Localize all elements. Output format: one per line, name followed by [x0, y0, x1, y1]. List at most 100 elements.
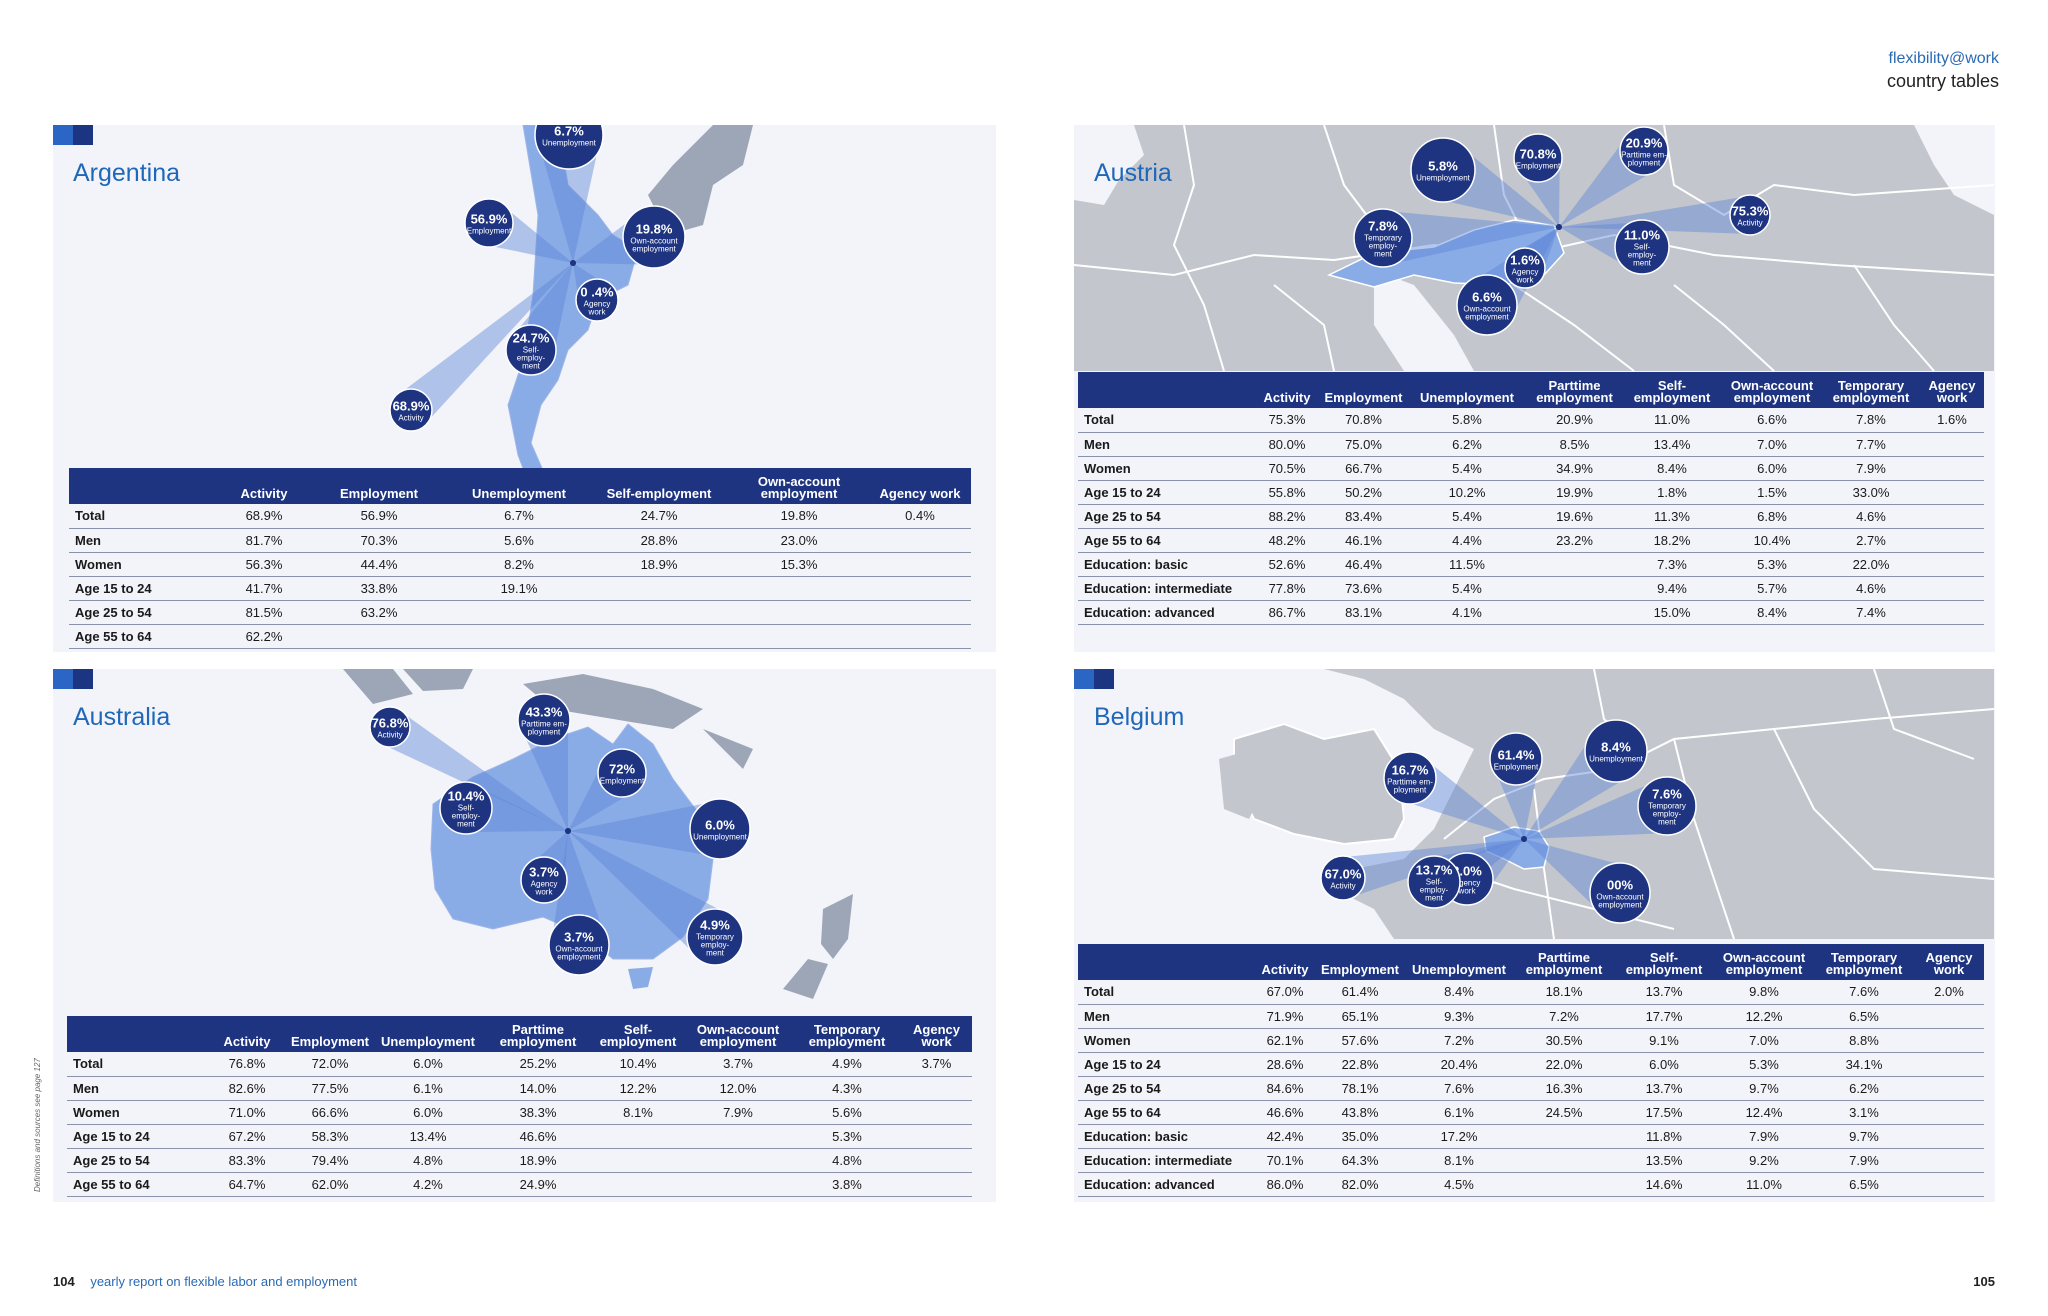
table-cell: 23.2%	[1527, 528, 1622, 553]
table-cell	[1527, 576, 1622, 601]
bubble-circle	[439, 781, 493, 835]
table-cell: 24.7%	[589, 504, 729, 529]
footer-title: yearly report on flexible labor and empl…	[90, 1274, 357, 1289]
table-row: Men 82.6% 77.5% 6.1% 14.0% 12.2% 12.0% 4.3%	[67, 1076, 972, 1101]
bubble-caption: ment	[706, 949, 725, 958]
table-row: Total 75.3% 70.8% 5.8% 20.9% 11.0% 6.6% 7.8% 1.6…	[1078, 408, 1984, 433]
table-row: Age 15 to 24 41.7% 33.8% 19.1%	[69, 576, 971, 601]
table-cell	[683, 1172, 793, 1197]
table-cell	[1914, 1148, 1984, 1173]
table-cell: 86.7%	[1254, 600, 1320, 625]
stat-bubble: 16.7%Parttime em-ployment	[1383, 751, 1437, 805]
table-cell	[869, 528, 971, 553]
column-header: Self-employment	[1622, 372, 1722, 408]
table-cell: 11.0%	[1622, 408, 1722, 433]
table-cell: 3.8%	[793, 1172, 901, 1197]
bubble-value: 19.8%	[636, 222, 673, 237]
table-cell: 65.1%	[1316, 1004, 1404, 1029]
table-cell: 5.4%	[1407, 456, 1527, 481]
bubble-caption: Parttime em-	[1387, 778, 1433, 787]
table-cell: 11.3%	[1622, 504, 1722, 529]
row-label: Age 55 to 64	[69, 624, 219, 649]
table-cell: 5.6%	[793, 1100, 901, 1125]
page-number-right: 105	[1973, 1274, 1995, 1289]
stat-bubble: 11.0%Self-employ-ment	[1614, 219, 1670, 275]
land-shape	[507, 125, 639, 501]
table-cell: 6.1%	[373, 1076, 483, 1101]
bubble-caption: work	[1516, 276, 1535, 285]
bubble-circle	[505, 324, 557, 376]
table-cell	[1920, 552, 1984, 577]
table-cell: 15.3%	[729, 552, 869, 577]
table-row: Men 71.9% 65.1% 9.3% 7.2% 17.7% 12.2% 6.5%	[1078, 1004, 1984, 1029]
austria-map: 5.8% Unemployment 70.8% Employment 20.9% Part…	[1074, 125, 1995, 645]
table-cell: 80.0%	[1254, 432, 1320, 457]
bubble-caption: Activity	[398, 414, 423, 423]
header-section: country tables	[1886, 71, 1999, 91]
table-cell: 78.1%	[1316, 1076, 1404, 1101]
bubble-caption: Self-	[523, 346, 540, 355]
column-header: Unemployment	[1404, 944, 1514, 980]
table-cell: 33.0%	[1822, 480, 1920, 505]
table-cell: 24.9%	[483, 1172, 593, 1197]
austria-data-table: Activity Employment Unemployment Parttime e…	[1078, 372, 1984, 625]
table-cell: 6.2%	[1814, 1076, 1914, 1101]
table-cell: 4.1%	[1407, 600, 1527, 625]
table-cell: 5.3%	[793, 1124, 901, 1149]
bubble-circle	[1383, 751, 1437, 805]
country-panel-australia: 76.8% Activity 43.3% Parttime em-ployment 72…	[53, 669, 996, 1202]
table-cell: 17.2%	[1404, 1124, 1514, 1149]
table-header-row: Activity Employment Unemployment Parttime e…	[67, 1016, 972, 1052]
table-cell	[1514, 1148, 1614, 1173]
table-cell: 4.8%	[373, 1148, 483, 1173]
table-cell: 77.8%	[1254, 576, 1320, 601]
bubble-value: 16.7%	[1392, 763, 1429, 778]
bubble-value: 68.9%	[393, 399, 430, 414]
table-cell	[1920, 480, 1984, 505]
table-cell: 50.2%	[1320, 480, 1407, 505]
bubble-caption: Employment	[467, 227, 512, 236]
table-cell	[1914, 1028, 1984, 1053]
ray-wedge	[397, 263, 573, 425]
table-cell	[1914, 1052, 1984, 1077]
table-cell: 10.2%	[1407, 480, 1527, 505]
stat-bubble: 20.9%Parttime em-ployment	[1619, 126, 1669, 176]
bubble-value: 75.3%	[1732, 204, 1769, 219]
table-cell: 14.6%	[1614, 1172, 1714, 1197]
table-cell: 8.4%	[1622, 456, 1722, 481]
bubble-caption: ployment	[1628, 159, 1661, 168]
table-cell: 17.5%	[1614, 1100, 1714, 1125]
table-cell	[1514, 1172, 1614, 1197]
table-cell: 62.0%	[287, 1172, 373, 1197]
column-header: Activity	[1254, 372, 1320, 408]
column-header: Unemployment	[373, 1016, 483, 1052]
footer-left: 104 yearly report on flexible labor and …	[53, 1274, 357, 1289]
table-cell: 79.4%	[287, 1148, 373, 1173]
table-cell: 9.4%	[1622, 576, 1722, 601]
country-title: Austria	[1094, 159, 1172, 187]
table-cell: 77.5%	[287, 1076, 373, 1101]
column-header: Temporary employment	[1814, 944, 1914, 980]
table-cell: 7.9%	[683, 1100, 793, 1125]
bubble-value: 11.0%	[1624, 228, 1661, 243]
belgium-data-table: Activity Employment Unemployment Parttime e…	[1078, 944, 1984, 1197]
bubble-caption: ployment	[528, 728, 561, 737]
land-shape	[703, 729, 753, 769]
table-cell: 34.1%	[1814, 1052, 1914, 1077]
table-cell: 18.9%	[589, 552, 729, 577]
bubble-circle	[548, 914, 610, 976]
table-cell: 6.5%	[1814, 1004, 1914, 1029]
table-cell: 9.2%	[1714, 1148, 1814, 1173]
table-header-row: Activity Employment Unemployment Self-emplo…	[69, 468, 971, 504]
bubble-caption: Employment	[1516, 162, 1561, 171]
country-panel-argentina: 6.7% Unemployment 56.9% Employment 19.8% Own-…	[53, 125, 996, 652]
column-header: Activity	[219, 468, 309, 504]
table-cell	[309, 624, 449, 649]
table-cell: 12.2%	[1714, 1004, 1814, 1029]
stat-bubble: 72%Employment	[597, 748, 647, 798]
table-cell: 7.0%	[1722, 432, 1822, 457]
row-label: Age 15 to 24	[69, 576, 219, 601]
